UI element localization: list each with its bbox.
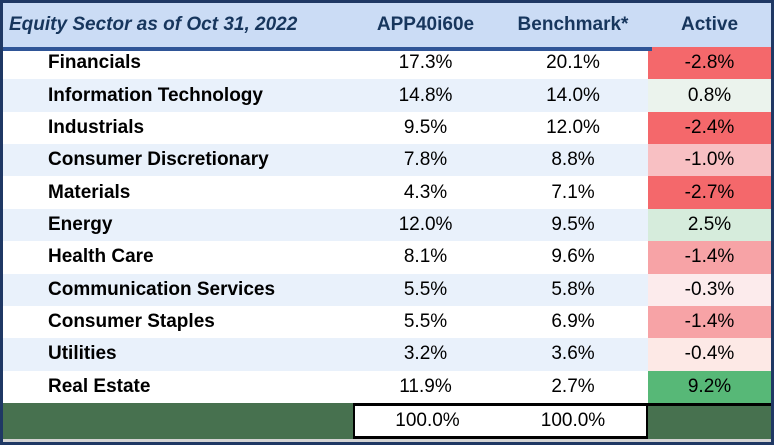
active-weight: -1.4% — [648, 305, 771, 339]
table-row: Energy 12.0% 9.5% 2.5% — [3, 208, 771, 242]
sector-name: Health Care — [48, 246, 154, 268]
bottom-divider — [3, 439, 771, 442]
table-header-row: Equity Sector as of Oct 31, 2022 APP40i6… — [3, 3, 771, 47]
table-row: Real Estate 11.9% 2.7% 9.2% — [3, 370, 771, 403]
table-row: Financials 17.3% 20.1% -2.8% — [3, 47, 771, 80]
benchmark-weight: 2.7% — [551, 375, 595, 397]
fund-weight: 8.1% — [403, 246, 448, 268]
benchmark-weight: 3.6% — [551, 343, 595, 365]
table-row: Communication Services 5.5% 5.8% -0.3% — [3, 273, 771, 306]
active-weight: -1.0% — [648, 144, 771, 177]
sector-name: Communication Services — [48, 278, 276, 300]
table-body: Financials 17.3% 20.1% -2.8% Information… — [3, 47, 771, 403]
benchmark-weight: 9.5% — [551, 213, 595, 235]
total-fund-weight: 100.0% — [395, 410, 460, 431]
fund-weight: 3.2% — [403, 343, 448, 365]
benchmark-weight: 7.1% — [551, 181, 595, 203]
active-weight: -0.4% — [648, 338, 771, 371]
table-row: Consumer Staples 5.5% 6.9% -1.4% — [3, 305, 771, 339]
sector-name: Utilities — [48, 343, 117, 365]
table-row: Information Technology 14.8% 14.0% 0.8% — [3, 79, 771, 112]
table-row: Utilities 3.2% 3.6% -0.4% — [3, 338, 771, 371]
sector-name: Consumer Staples — [48, 311, 215, 333]
active-weight: -0.3% — [648, 273, 771, 306]
active-weight: 2.5% — [648, 208, 771, 242]
fund-weight: 11.9% — [399, 375, 452, 397]
benchmark-weight: 14.0% — [546, 84, 600, 106]
active-weight: -2.4% — [648, 111, 771, 145]
header-underline — [3, 47, 652, 51]
benchmark-weight: 9.6% — [551, 246, 595, 268]
total-row-spacer-left — [3, 403, 353, 439]
column-header-benchmark: Benchmark* — [517, 14, 629, 35]
benchmark-weight: 5.8% — [551, 278, 595, 300]
sector-name: Financials — [48, 52, 141, 74]
active-weight: -1.4% — [648, 241, 771, 274]
active-weight: 0.8% — [648, 79, 771, 112]
total-row: 100.0% 100.0% — [3, 403, 771, 439]
fund-weight: 9.5% — [403, 116, 448, 138]
sector-name: Materials — [48, 181, 131, 203]
fund-weight: 14.8% — [398, 84, 453, 106]
active-weight: -2.8% — [648, 47, 771, 80]
table-row: Consumer Discretionary 7.8% 8.8% -1.0% — [3, 144, 771, 177]
benchmark-weight: 8.8% — [551, 149, 595, 171]
table-row: Health Care 8.1% 9.6% -1.4% — [3, 241, 771, 274]
benchmark-weight: 6.9% — [551, 311, 595, 333]
table-row: Industrials 9.5% 12.0% -2.4% — [3, 111, 771, 145]
total-values-box: 100.0% 100.0% — [353, 403, 648, 439]
column-header-fund: APP40i60e — [376, 14, 475, 35]
benchmark-weight: 20.1% — [546, 52, 600, 74]
active-weight: 9.2% — [648, 370, 771, 403]
sector-name: Real Estate — [48, 375, 151, 397]
fund-weight: 4.3% — [403, 181, 448, 203]
sector-name: Industrials — [48, 116, 145, 138]
total-benchmark-weight: 100.0% — [540, 410, 606, 431]
benchmark-weight: 12.0% — [546, 116, 600, 138]
fund-weight: 12.0% — [398, 213, 453, 235]
sector-name: Information Technology — [48, 84, 263, 106]
column-header-active: Active — [680, 14, 739, 35]
fund-weight: 5.5% — [403, 311, 448, 333]
fund-weight: 7.8% — [403, 149, 448, 171]
sector-name: Consumer Discretionary — [48, 149, 269, 171]
fund-weight: 17.3% — [398, 52, 453, 74]
sector-name: Energy — [48, 213, 113, 235]
total-row-spacer-right — [648, 403, 771, 439]
fund-weight: 5.5% — [403, 278, 448, 300]
active-weight: -2.7% — [648, 176, 771, 209]
table-title: Equity Sector as of Oct 31, 2022 — [9, 14, 298, 35]
table-row: Materials 4.3% 7.1% -2.7% — [3, 176, 771, 209]
